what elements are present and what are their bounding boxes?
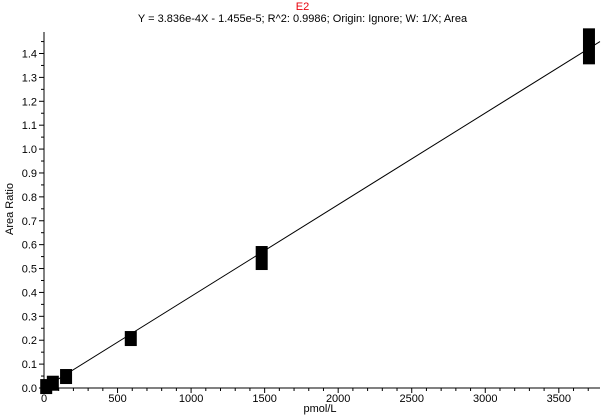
y-tick-label: 1.3: [22, 72, 37, 84]
y-tick-label: 0.2: [22, 335, 37, 347]
fit-line: [43, 41, 601, 389]
x-tick-label: 3000: [473, 393, 497, 405]
y-tick-label: 1.2: [22, 96, 37, 108]
y-tick-label: 1.4: [22, 49, 37, 61]
y-tick-label: 0.4: [22, 287, 37, 299]
y-axis-label: Area Ratio: [4, 183, 16, 235]
x-tick-label: 1500: [252, 393, 276, 405]
chart-subtitle: Y = 3.836e-4X - 1.455e-5; R^2: 0.9986; O…: [137, 13, 468, 25]
data-point: [124, 331, 137, 347]
x-ticks: 0 500 1000 1500 2000 2500 3000 3500: [41, 388, 589, 405]
data-point: [46, 375, 59, 391]
y-tick-label: 0.5: [22, 264, 37, 276]
y-tick-label: 0.6: [22, 240, 37, 252]
x-axis-label: pmol/L: [303, 403, 337, 415]
y-tick-label: 0.0: [22, 383, 37, 395]
x-tick-label: 3500: [547, 393, 571, 405]
x-tick-label: 1000: [179, 393, 203, 405]
x-tick-label: 2000: [326, 393, 350, 405]
data-point: [255, 246, 268, 271]
y-tick-label: 0.9: [22, 168, 37, 180]
data-points: [40, 28, 595, 395]
chart-title: E2: [295, 1, 310, 13]
y-tick-label: 0.7: [22, 216, 37, 228]
y-ticks: 0.0 0.1 0.2 0.3 0.4 0.5 0.6 0.7 0.8 0.9 1.0 1.1 1.2 1…: [22, 41, 44, 395]
x-tick-label: 500: [108, 393, 126, 405]
y-tick-label: 0.1: [22, 359, 37, 371]
y-tick-label: 1.0: [22, 144, 37, 156]
data-point: [582, 28, 595, 65]
data-point: [60, 369, 73, 385]
y-tick-label: 0.8: [22, 192, 37, 204]
y-tick-label: 0.3: [22, 311, 37, 323]
fit-line-group: [43, 41, 601, 389]
y-tick-label: 1.1: [22, 120, 37, 132]
x-tick-label: 2500: [399, 393, 423, 405]
x-tick-label: 0: [41, 393, 47, 405]
